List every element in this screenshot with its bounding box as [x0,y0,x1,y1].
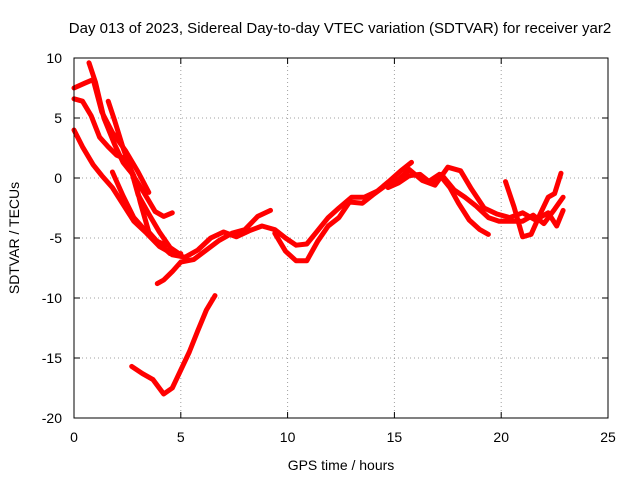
x-tick-label: 10 [280,429,296,445]
data-series [71,60,566,397]
series-track-9 [272,164,566,264]
y-axis-label: SDTVAR / TECUs [6,182,22,294]
y-tick-label: -20 [42,410,62,426]
axis-ticks: 0 5 10 15 20 25 -20 -15 -10 -5 0 5 10 [42,50,616,445]
x-axis-label: GPS time / hours [288,457,395,473]
y-tick-label: 5 [54,110,62,126]
y-tick-label: -15 [42,350,62,366]
y-tick-label: 0 [54,170,62,186]
series-track-13 [129,293,218,397]
x-tick-label: 25 [600,429,616,445]
series-track-11 [426,171,491,237]
series-track-3 [71,96,184,257]
x-tick-label: 0 [70,429,78,445]
series-track-8 [169,159,414,260]
series-track-6 [109,169,169,248]
y-tick-label: -5 [50,230,63,246]
x-tick-label: 20 [493,429,509,445]
x-tick-label: 15 [387,429,403,445]
y-tick-label: 10 [46,50,62,66]
series-track-7 [154,207,273,287]
series-track-5 [105,98,184,258]
series-track-12 [503,170,564,240]
chart-title: Day 013 of 2023, Sidereal Day-to-day VTE… [69,20,611,37]
y-tick-label: -10 [42,290,62,306]
x-tick-label: 5 [177,429,185,445]
